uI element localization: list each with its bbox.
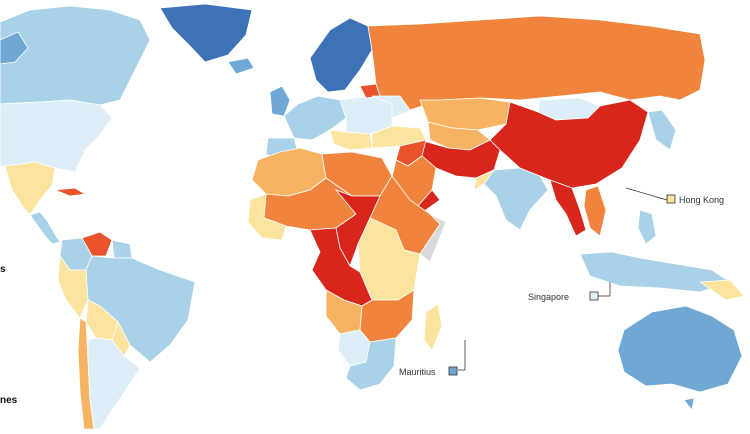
region-korea-japan: [647, 109, 677, 151]
singapore-swatch: [589, 291, 599, 301]
hong-kong-swatch: [666, 194, 676, 204]
region-iceland: [227, 57, 255, 75]
region-india: [483, 167, 549, 231]
region-eastern-europe: [339, 95, 393, 135]
region-nepal-bangladesh: [473, 169, 496, 191]
region-guianas: [111, 239, 133, 259]
region-canada: [0, 5, 151, 106]
region-cuba: [54, 187, 87, 197]
legend-fragment-s: s: [0, 264, 6, 275]
region-central-america: [29, 211, 61, 245]
hong-kong-leader: [625, 187, 668, 201]
callout-mauritius: Mauritius: [399, 340, 466, 377]
region-greenland: [159, 3, 253, 63]
region-philippines: [637, 209, 657, 245]
singapore-label: Singapore: [528, 292, 569, 302]
region-china: [489, 99, 649, 189]
region-south-africa: [345, 337, 397, 391]
region-uk-ireland: [269, 85, 291, 117]
region-madagascar: [423, 303, 443, 351]
region-vietnam-laos: [583, 185, 607, 237]
region-sudan-chad: [334, 189, 381, 267]
callout-hong-kong: Hong Kong: [625, 187, 724, 205]
region-somalia: [419, 213, 447, 263]
region-alaska-edge: [0, 31, 29, 65]
region-russia: [367, 15, 706, 111]
mauritius-label: Mauritius: [399, 367, 436, 377]
hong-kong-label: Hong Kong: [679, 195, 724, 205]
region-usa: [0, 99, 113, 173]
region-mexico: [4, 161, 56, 216]
region-australia: [617, 305, 743, 393]
region-west-africa-coast: [247, 193, 287, 241]
mauritius-swatch: [448, 366, 458, 376]
legend-fragment-nes: nes: [0, 395, 18, 406]
callout-singapore: Singapore: [528, 282, 611, 302]
region-scandinavia: [309, 17, 373, 93]
region-argentina: [87, 337, 141, 430]
region-peru: [57, 254, 89, 319]
region-papua: [698, 279, 745, 301]
region-tasmania: [683, 397, 695, 411]
region-myanmar-thailand: [549, 179, 587, 237]
